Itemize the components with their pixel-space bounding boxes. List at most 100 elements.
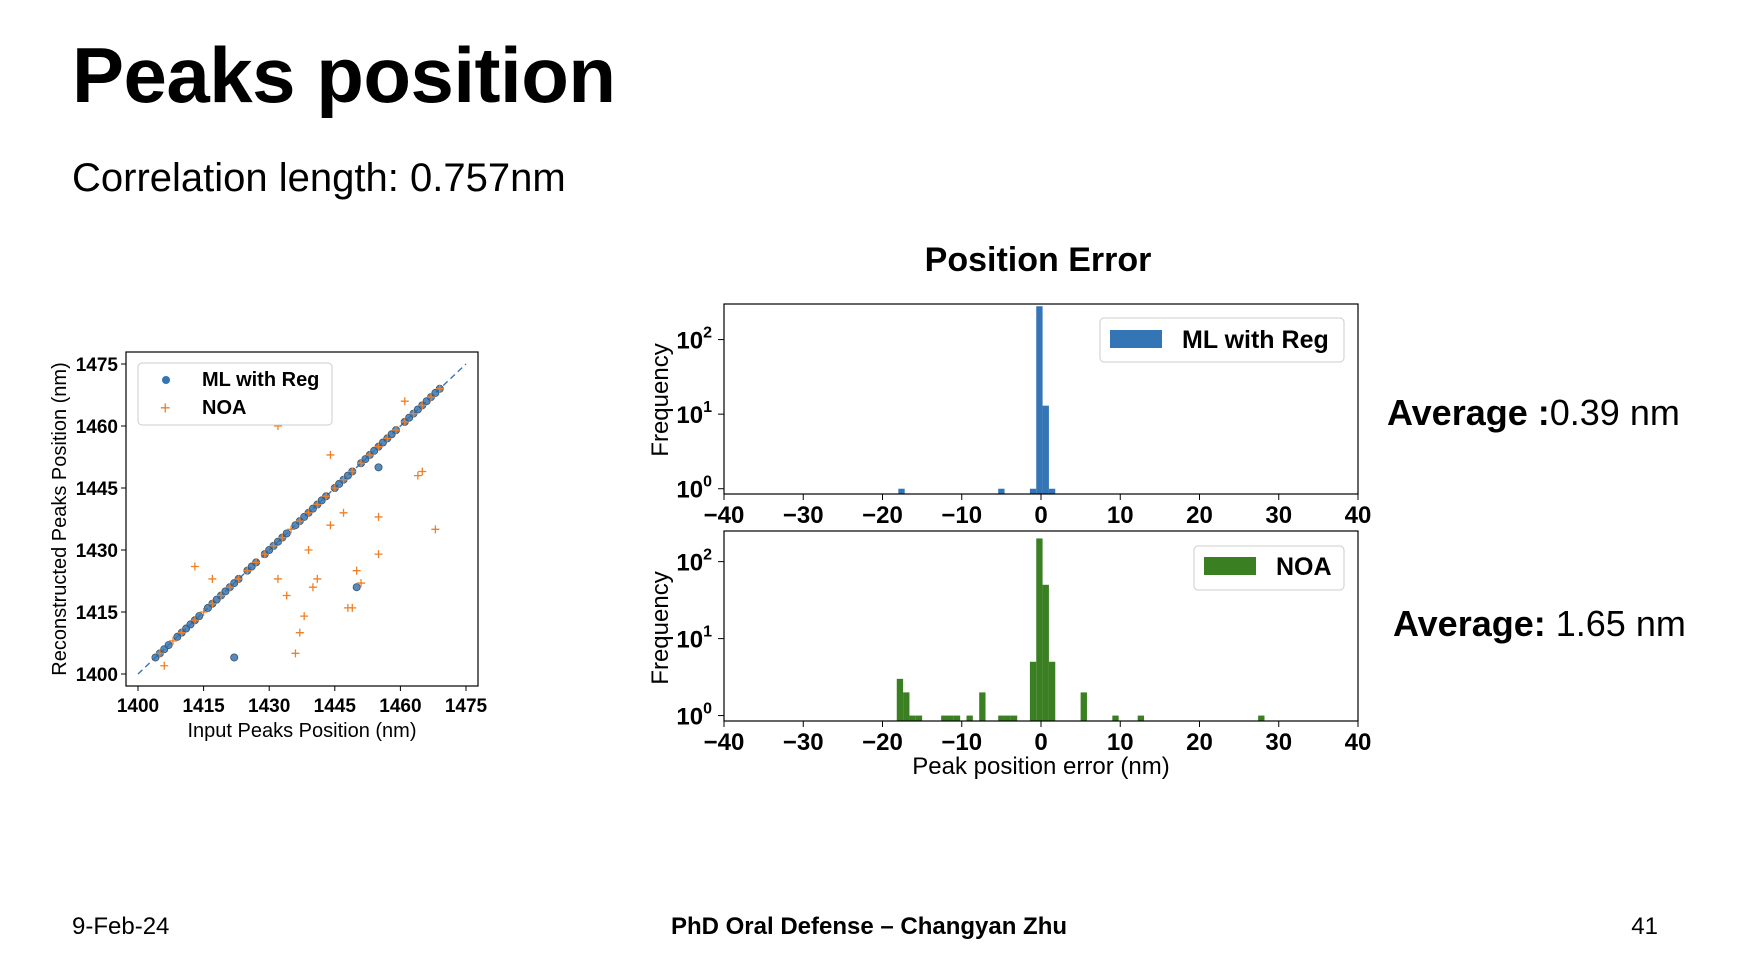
noa-point [217,591,226,600]
scatter-x-axis-label: Input Peaks Position (nm) [188,720,417,742]
noa-point [374,512,383,521]
legend-label-noa: NOA [202,397,246,419]
noa-point [273,574,282,583]
y-tick-label: 101 [676,624,712,654]
noa-point [418,401,427,410]
histogram-bar [1010,715,1018,721]
noa-point [269,541,278,550]
y-tick-label: 1445 [76,479,119,500]
noa-point [177,628,186,637]
legend-marker-ml [162,376,170,384]
histogram-noa-x-label: Peak position error (nm) [912,753,1169,780]
x-tick-label: 0 [1034,502,1047,529]
noa-point [155,649,164,658]
x-tick-label: −30 [783,502,824,529]
x-tick-label: 30 [1265,502,1292,529]
histogram-bar [896,678,904,721]
histogram-noa-y-label: Frequency [647,571,674,684]
scatter-legend-box [137,362,333,426]
histogram-bar [1137,715,1145,721]
histogram-bar [1042,405,1049,494]
noa-point [374,550,383,559]
noa-point [326,521,335,530]
x-tick-label: 1415 [182,696,225,717]
noa-point [243,566,252,575]
x-tick-label: −20 [862,729,903,756]
noa-point [330,484,339,492]
ml-point [195,612,204,621]
noa-point [348,603,357,612]
histogram-bar [1048,488,1056,494]
noa-point [413,471,422,480]
scatter-legend: ML with Reg + NOA [137,362,333,426]
histogram-bar [1080,692,1087,721]
noa-point [287,525,296,534]
histogram-ml-legend-label: ML with Reg [1182,326,1329,354]
x-tick-label: 40 [1345,502,1372,529]
average-ml-label: Average : [1387,392,1550,433]
slide-subtitle: Correlation length: 0.757nm [72,156,566,200]
y-tick-label: 1415 [76,603,119,624]
noa-point [427,393,436,402]
y-tick-label: 1475 [76,355,119,376]
footer-title: PhD Oral Defense – Changyan Zhu [670,913,1068,940]
y-tick-label: 1430 [76,541,118,562]
histogram-title: Position Error [925,241,1152,279]
histogram-bar [941,715,948,721]
noa-point [278,533,287,542]
histogram-noa-legend-swatch [1204,557,1256,575]
noa-point [357,459,366,468]
histogram-bar [1029,661,1037,721]
noa-point [339,508,348,517]
noa-point [357,579,366,588]
histogram-bar [966,715,973,721]
footer-page-number: 41 [1631,913,1658,940]
scatter-y-axis-label: Reconstructed Peaks Position (nm) [49,362,71,675]
noa-point [431,525,440,534]
x-tick-label: 1460 [379,696,421,717]
y-tick-label: 1460 [76,417,118,438]
x-tick-label: −40 [704,729,745,756]
noa-point [308,583,317,592]
noa-point [199,608,208,616]
histogram-ml-y-label: Frequency [647,343,674,456]
noa-point [225,583,234,592]
histogram-ml-legend-swatch [1110,330,1162,348]
histogram-bar [1258,715,1265,721]
scatter-points [151,384,444,670]
slide-title: Peaks position [72,31,616,119]
histogram-noa-x-ticks: −40 −30 −20 −10 0 10 20 30 40 [704,721,1371,756]
histogram-bar [953,715,961,721]
noa-point [160,661,169,670]
noa-point [418,467,427,476]
histogram-bar [1042,584,1049,721]
histogram-bar [1004,715,1011,721]
y-tick-label: 1400 [76,665,118,686]
noa-point [190,616,199,625]
x-tick-label: 10 [1107,502,1134,529]
ml-point [230,653,239,662]
x-tick-label: 1475 [445,696,488,717]
histogram-bar [979,692,986,721]
x-tick-label: −30 [783,729,824,756]
noa-point [352,566,361,575]
x-tick-label: 30 [1265,729,1292,756]
scatter-y-ticks: 1400 1415 1430 1445 1460 1475 [76,355,126,686]
average-noa-value: 1.65 nm [1545,603,1686,644]
histogram-bar [1112,715,1119,721]
histogram-noa-bars [896,538,1265,721]
scatter-plot-frame [125,351,479,687]
histogram-ml-with-reg: −40 −30 −20 −10 0 10 20 30 40 100 101 102 Frequenc… [647,303,1372,529]
scatter-x-ticks: 1400 1415 1430 1445 1460 1475 [117,686,488,717]
histogram-bar [1048,661,1056,721]
noa-point [400,397,409,406]
noa-point [313,574,322,583]
noa-point [291,649,300,658]
histogram-bar [903,692,910,721]
noa-point [435,384,444,393]
noa-point [234,574,243,583]
x-tick-label: 10 [1107,729,1134,756]
x-tick-label: 1400 [117,696,159,717]
average-ml: Average :0.39 nm [1387,392,1680,434]
